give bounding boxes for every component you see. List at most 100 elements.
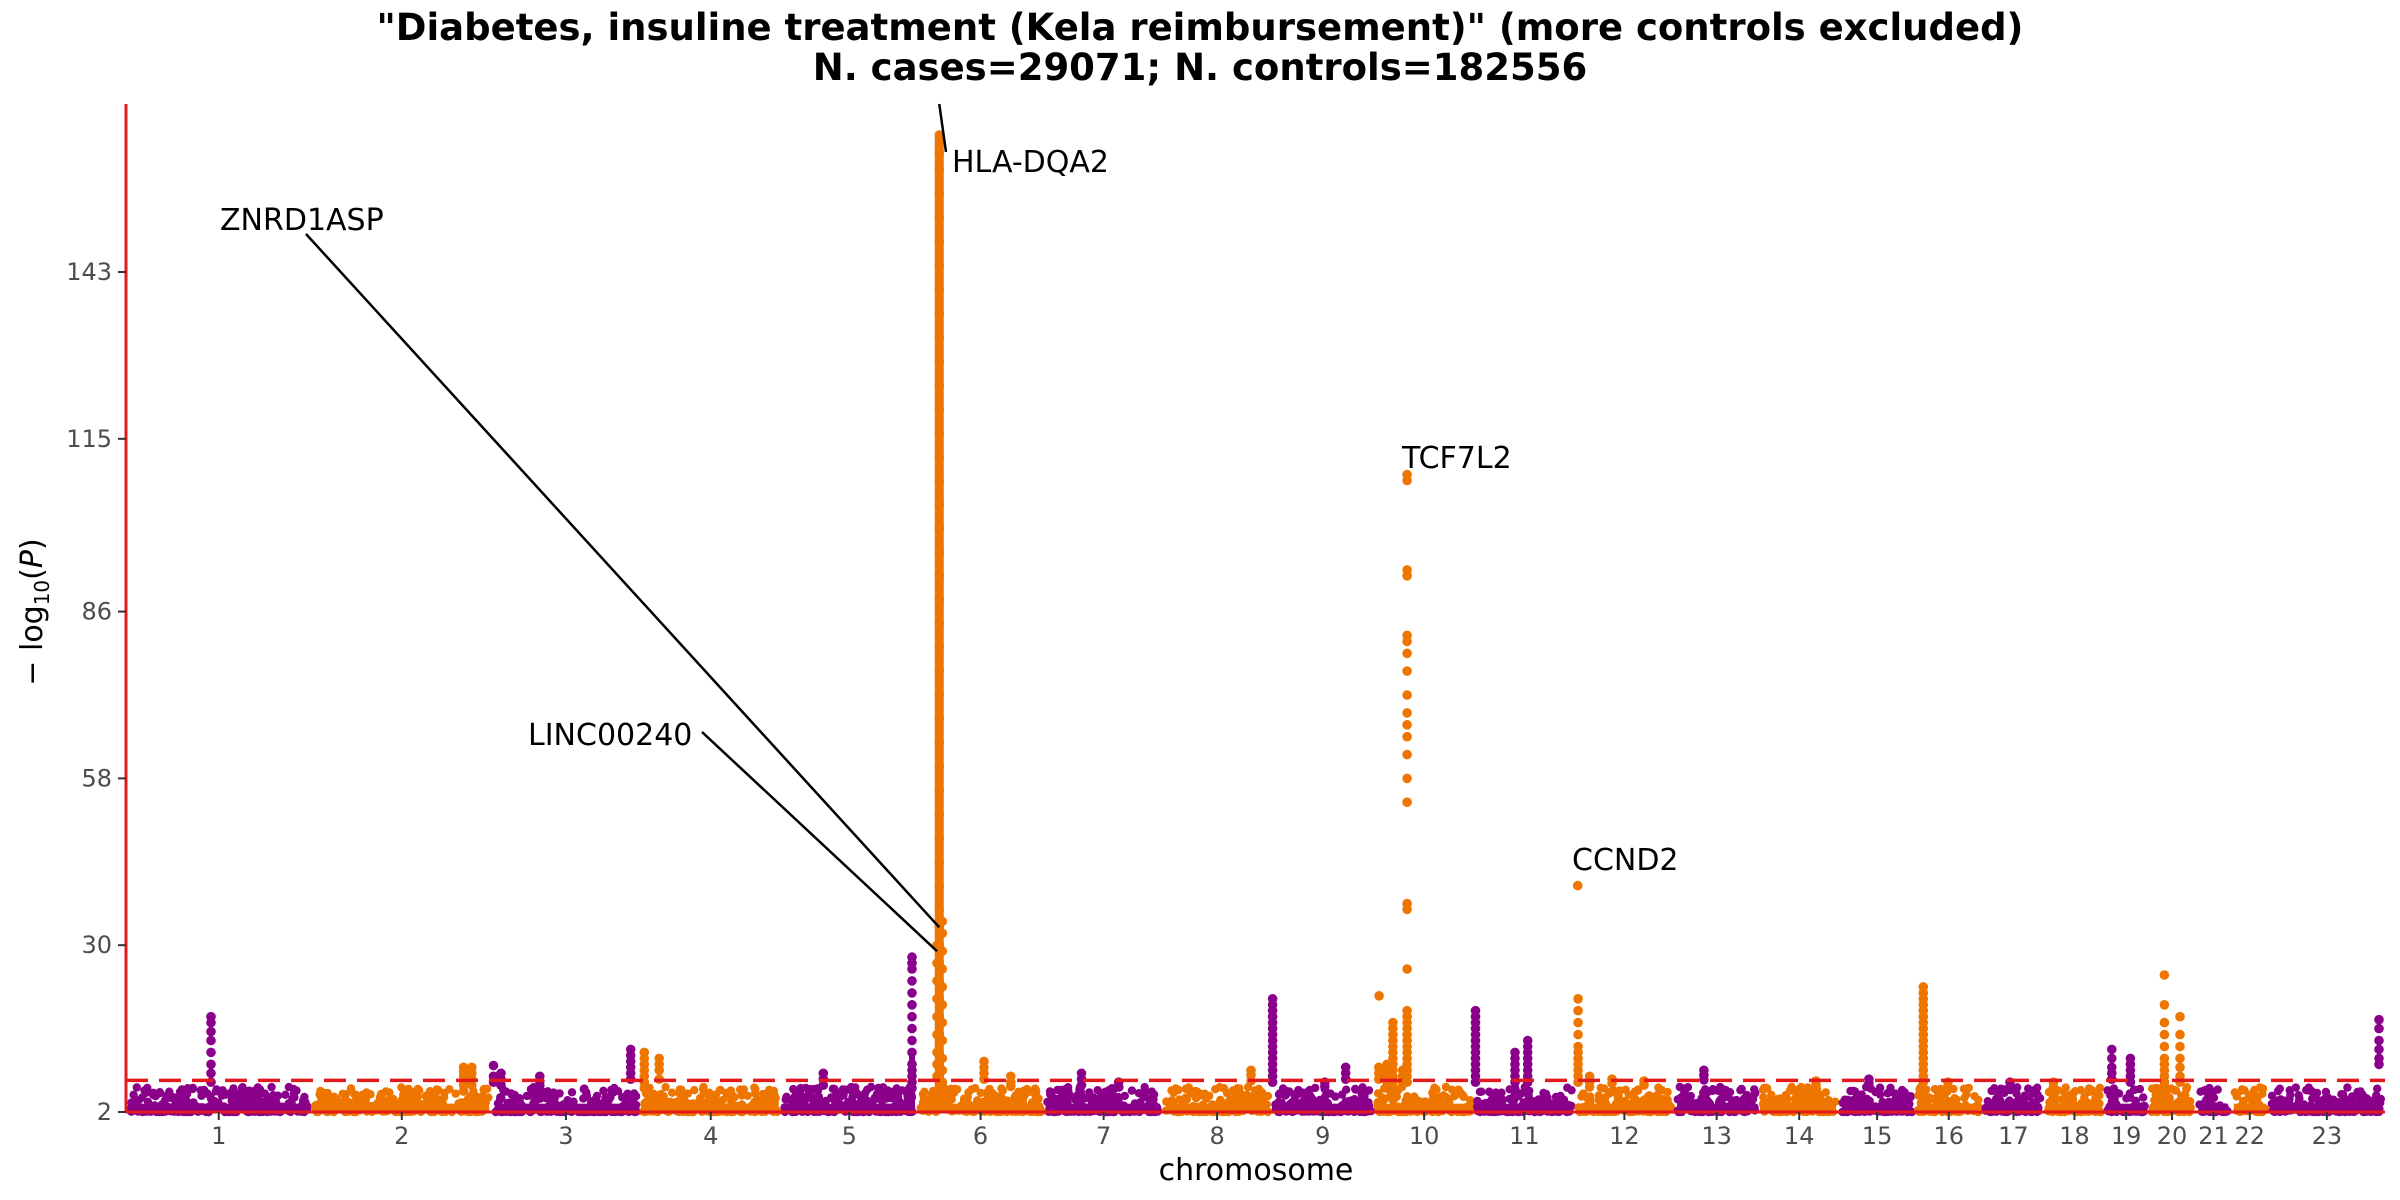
x-tick-label: 15 xyxy=(1862,1122,1893,1150)
peak-point-chr17 xyxy=(2005,1082,2015,1092)
snp-point xyxy=(743,1091,752,1101)
snp-point xyxy=(1020,1091,1029,1100)
snp-point xyxy=(469,1092,478,1101)
snp-point xyxy=(661,1083,670,1092)
snp-point xyxy=(695,1096,704,1106)
snp-point xyxy=(183,1084,192,1093)
snp-point xyxy=(2232,1092,2241,1101)
peak-point-chr4 xyxy=(654,1065,664,1076)
snp-point xyxy=(1245,1092,1254,1101)
y-tick-label: 115 xyxy=(66,425,112,453)
y-label-close: ) xyxy=(15,538,50,550)
snp-point xyxy=(397,1083,406,1092)
snp-point xyxy=(1525,1086,1534,1096)
snp-point xyxy=(2025,1092,2034,1102)
snp-point xyxy=(1876,1090,1885,1099)
snp-point xyxy=(1917,1093,1926,1102)
x-tick-label: 20 xyxy=(2157,1122,2188,1150)
snp-point xyxy=(316,1086,325,1096)
snp-point xyxy=(1748,1095,1758,1104)
snp-point xyxy=(1110,1092,1119,1101)
snp-point xyxy=(2114,1089,2124,1098)
snp-point xyxy=(218,1086,227,1095)
snp-point xyxy=(522,1091,532,1101)
peak-point-chr20 xyxy=(2175,1011,2185,1022)
x-tick-label: 18 xyxy=(2059,1122,2090,1150)
chromosome-20-points xyxy=(2147,1083,2195,1117)
snp-band xyxy=(1377,1103,1472,1112)
snp-point xyxy=(1517,1089,1526,1098)
snp-point xyxy=(1682,1096,1691,1105)
snp-point xyxy=(284,1082,294,1092)
x-tick-label: 21 xyxy=(2198,1122,2229,1150)
snp-point xyxy=(1120,1091,1130,1101)
snp-point xyxy=(582,1088,591,1097)
snp-point xyxy=(497,1094,506,1104)
snp-point xyxy=(789,1096,798,1105)
peak-point-chr14 xyxy=(1811,1080,1821,1090)
snp-point xyxy=(1578,1091,1587,1100)
peak-point-chr12 xyxy=(1572,880,1583,891)
snp-point xyxy=(332,1094,341,1103)
peak-point-chr6 xyxy=(1006,1081,1016,1092)
snp-point xyxy=(1563,1083,1572,1092)
snp-point xyxy=(555,1089,564,1098)
annotation-label-ccnd2: CCND2 xyxy=(1572,843,1679,878)
x-tick-label: 19 xyxy=(2111,1122,2142,1150)
snp-point xyxy=(795,1088,805,1097)
snp-point xyxy=(2353,1087,2362,1097)
snp-point xyxy=(1306,1092,1315,1101)
peak-point-chr5 xyxy=(818,1080,829,1090)
annotation-label-hla-dqa2: HLA-DQA2 xyxy=(952,145,1109,180)
peak-point-chr20 xyxy=(2175,1041,2185,1052)
x-tick-label: 17 xyxy=(1998,1122,2029,1150)
x-tick-label: 8 xyxy=(1209,1122,1224,1150)
peak-point-chr9 xyxy=(1320,1081,1330,1092)
snp-band xyxy=(2047,1103,2102,1112)
chromosome-11-points xyxy=(1472,1083,1576,1117)
snp-point xyxy=(1046,1090,1055,1099)
snp-point xyxy=(722,1088,731,1098)
snp-point xyxy=(132,1083,141,1092)
snp-band xyxy=(1477,1103,1572,1112)
x-tick-label: 1 xyxy=(211,1122,226,1150)
snp-point xyxy=(2069,1088,2078,1098)
snp-point xyxy=(1675,1082,1685,1092)
snp-point xyxy=(1657,1094,1667,1103)
snp-point xyxy=(2131,1096,2140,1106)
snp-band xyxy=(1274,1103,1372,1112)
snp-point xyxy=(603,1092,612,1102)
peak-point-chr10 xyxy=(1374,991,1384,1001)
peak-point-chr12 xyxy=(1573,1029,1583,1040)
snp-point xyxy=(1586,1092,1595,1101)
snp-point xyxy=(1875,1083,1885,1093)
peak-point-chr10 xyxy=(1402,731,1412,742)
snp-point xyxy=(2152,1083,2161,1093)
snp-point xyxy=(866,1082,876,1092)
snp-point xyxy=(1373,1089,1383,1098)
snp-point xyxy=(1615,1086,1625,1095)
snp-point xyxy=(964,1088,973,1097)
snp-point xyxy=(2048,1094,2057,1103)
snp-point xyxy=(1364,1086,1374,1095)
snp-point xyxy=(479,1085,488,1095)
peak-point-chr5 xyxy=(907,1000,917,1010)
snp-point xyxy=(856,1092,865,1101)
chart-title: "Diabetes, insuline treatment (Kela reim… xyxy=(376,6,2024,49)
snp-point xyxy=(143,1083,152,1093)
snp-point xyxy=(1600,1093,1610,1103)
snp-point xyxy=(1509,1091,1519,1101)
snp-point xyxy=(1056,1085,1066,1095)
snp-point xyxy=(1085,1088,1094,1097)
snp-band xyxy=(1985,1103,2042,1112)
snp-point xyxy=(2107,1097,2116,1106)
peak-point-chr5 xyxy=(907,988,917,998)
snp-point xyxy=(434,1086,443,1095)
snp-point xyxy=(2033,1083,2042,1092)
snp-band xyxy=(2199,1103,2228,1112)
snp-point xyxy=(1709,1085,1719,1095)
peak-point-chr23 xyxy=(2374,1023,2384,1034)
peak-point-chr10 xyxy=(1402,749,1412,760)
peak-point-chr1 xyxy=(206,1035,216,1046)
snp-point xyxy=(892,1084,901,1093)
